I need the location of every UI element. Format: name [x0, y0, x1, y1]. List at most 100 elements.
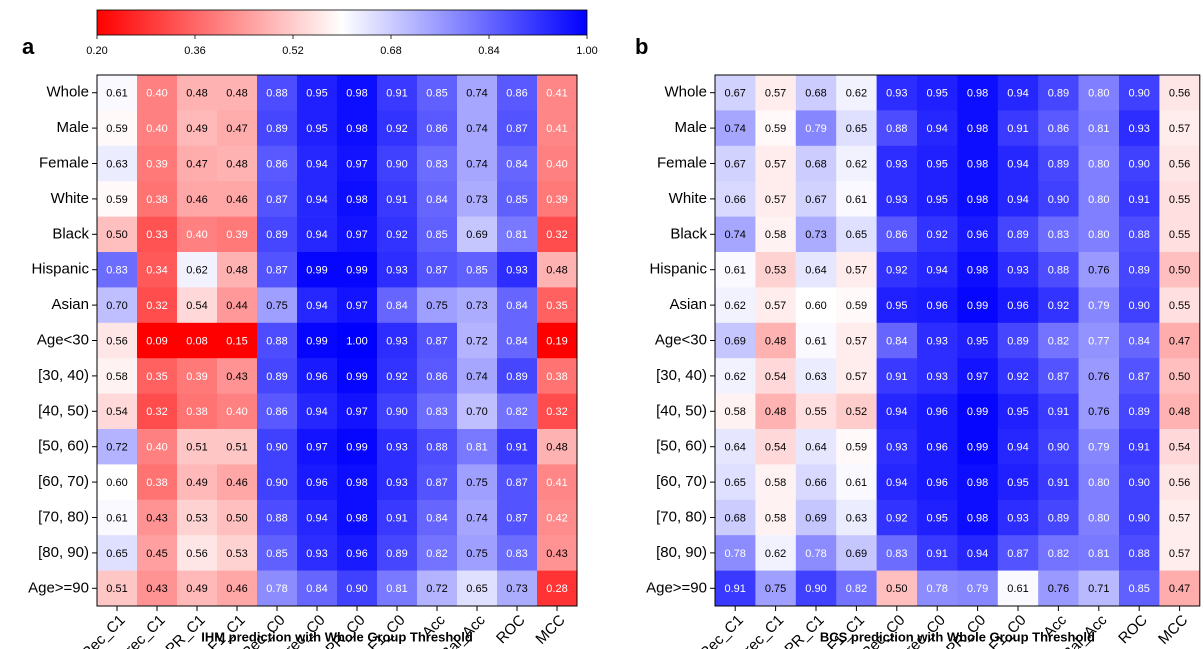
- cell-label: 0.79: [967, 583, 988, 595]
- cell-label: 0.95: [926, 158, 947, 170]
- cell-label: 0.91: [1128, 194, 1149, 206]
- heatmap-cell: [715, 287, 756, 324]
- cell-label: 0.99: [346, 371, 367, 383]
- cell-label: 0.90: [346, 583, 367, 595]
- heatmap-cell: [1159, 322, 1201, 359]
- cell-label: 0.78: [805, 548, 826, 560]
- heatmap-cell: [97, 322, 138, 359]
- heatmap-cell: [537, 322, 578, 359]
- cell-label: 0.59: [846, 442, 867, 454]
- heatmap-cell: [297, 110, 338, 147]
- heatmap-cell: [497, 358, 538, 394]
- y-tick-label: [30, 40): [38, 367, 89, 384]
- cell-label: 0.66: [805, 477, 826, 489]
- cell-label: 0.48: [186, 88, 207, 100]
- cell-label: 0.94: [1007, 442, 1028, 454]
- cell-label: 0.50: [1169, 265, 1190, 277]
- cell-label: 0.94: [306, 512, 327, 524]
- cell-label: 0.67: [724, 88, 745, 100]
- cell-label: 0.51: [106, 583, 127, 595]
- heatmap-cell: [957, 499, 999, 536]
- cell-label: 0.87: [266, 265, 287, 277]
- cell-label: 0.63: [846, 512, 867, 524]
- heatmap-cell: [876, 75, 918, 111]
- cell-label: 0.46: [186, 194, 207, 206]
- heatmap-cell: [257, 181, 298, 217]
- heatmap-cell: [537, 75, 578, 111]
- heatmap-cell: [957, 181, 999, 217]
- cell-label: 0.63: [106, 158, 127, 170]
- heatmap-cell: [97, 75, 138, 111]
- cell-label: 0.60: [106, 477, 127, 489]
- cell-label: 0.93: [886, 442, 907, 454]
- heatmap-cell: [917, 216, 958, 253]
- heatmap-cell: [957, 145, 999, 182]
- heatmap-cell: [457, 75, 498, 111]
- colorbar-tick-label: 1.00: [576, 45, 597, 57]
- cell-label: 0.39: [546, 194, 567, 206]
- heatmap-cell: [1038, 358, 1079, 394]
- cell-label: 0.40: [146, 442, 167, 454]
- heatmap-cell: [997, 429, 1039, 465]
- heatmap-cell: [997, 145, 1039, 182]
- cell-label: 0.97: [346, 406, 367, 418]
- heatmap-cell: [997, 287, 1039, 324]
- cell-label: 0.88: [1128, 548, 1149, 560]
- heatmap-cell: [836, 322, 877, 359]
- heatmap-cell: [217, 358, 258, 394]
- heatmap-cell: [257, 499, 298, 536]
- heatmap-cell: [177, 570, 218, 607]
- cell-label: 0.94: [306, 300, 327, 312]
- cell-label: 0.57: [765, 300, 786, 312]
- heatmap-cell: [1038, 464, 1079, 501]
- cell-label: 0.87: [506, 477, 527, 489]
- heatmap-cell: [217, 110, 258, 147]
- cell-label: 0.84: [506, 300, 527, 312]
- heatmap-cell: [1078, 499, 1120, 536]
- colorbar-tick-label: 0.52: [282, 45, 303, 57]
- cell-label: 0.76: [1088, 265, 1109, 277]
- cell-label: 0.48: [1169, 406, 1190, 418]
- heatmap-cell: [297, 570, 338, 607]
- heatmap-cell: [337, 252, 378, 288]
- heatmap-cell: [1078, 429, 1120, 465]
- heatmap-cell: [297, 145, 338, 182]
- cell-label: 0.99: [306, 265, 327, 277]
- heatmap-cell: [457, 535, 498, 571]
- cell-label: 0.86: [886, 229, 907, 241]
- x-tick-label: MCC: [1155, 612, 1191, 648]
- cell-label: 0.73: [805, 229, 826, 241]
- cell-label: 0.32: [146, 406, 167, 418]
- cell-label: 0.55: [805, 406, 826, 418]
- cell-label: 0.53: [186, 512, 207, 524]
- heatmap-cell: [97, 181, 138, 217]
- cell-label: 0.76: [1088, 371, 1109, 383]
- heatmap-cell: [417, 570, 458, 607]
- heatmap-cell: [917, 429, 958, 465]
- cell-label: 0.59: [846, 300, 867, 312]
- heatmap-cell: [337, 145, 378, 182]
- heatmap-cell: [417, 110, 458, 147]
- cell-label: 0.89: [386, 548, 407, 560]
- cell-label: 0.90: [1128, 512, 1149, 524]
- heatmap-cell: [1159, 145, 1201, 182]
- heatmap-cell: [1159, 535, 1201, 571]
- cell-label: 0.54: [1169, 442, 1190, 454]
- cell-label: 0.39: [146, 158, 167, 170]
- cell-label: 0.83: [426, 406, 447, 418]
- heatmap-cell: [715, 429, 756, 465]
- cell-label: 0.99: [346, 442, 367, 454]
- cell-label: 0.15: [226, 335, 247, 347]
- heatmap-cell: [97, 535, 138, 571]
- heatmap-cell: [377, 393, 418, 430]
- y-tick-label: Black: [670, 225, 707, 242]
- heatmap-cell: [997, 393, 1039, 430]
- heatmap-cell: [97, 499, 138, 536]
- cell-label: 0.92: [886, 512, 907, 524]
- cell-label: 0.98: [967, 88, 988, 100]
- heatmap-cell: [177, 287, 218, 324]
- cell-label: 0.84: [386, 300, 407, 312]
- cell-label: 0.82: [846, 583, 867, 595]
- heatmap-cell: [836, 110, 877, 147]
- cell-label: 0.92: [886, 265, 907, 277]
